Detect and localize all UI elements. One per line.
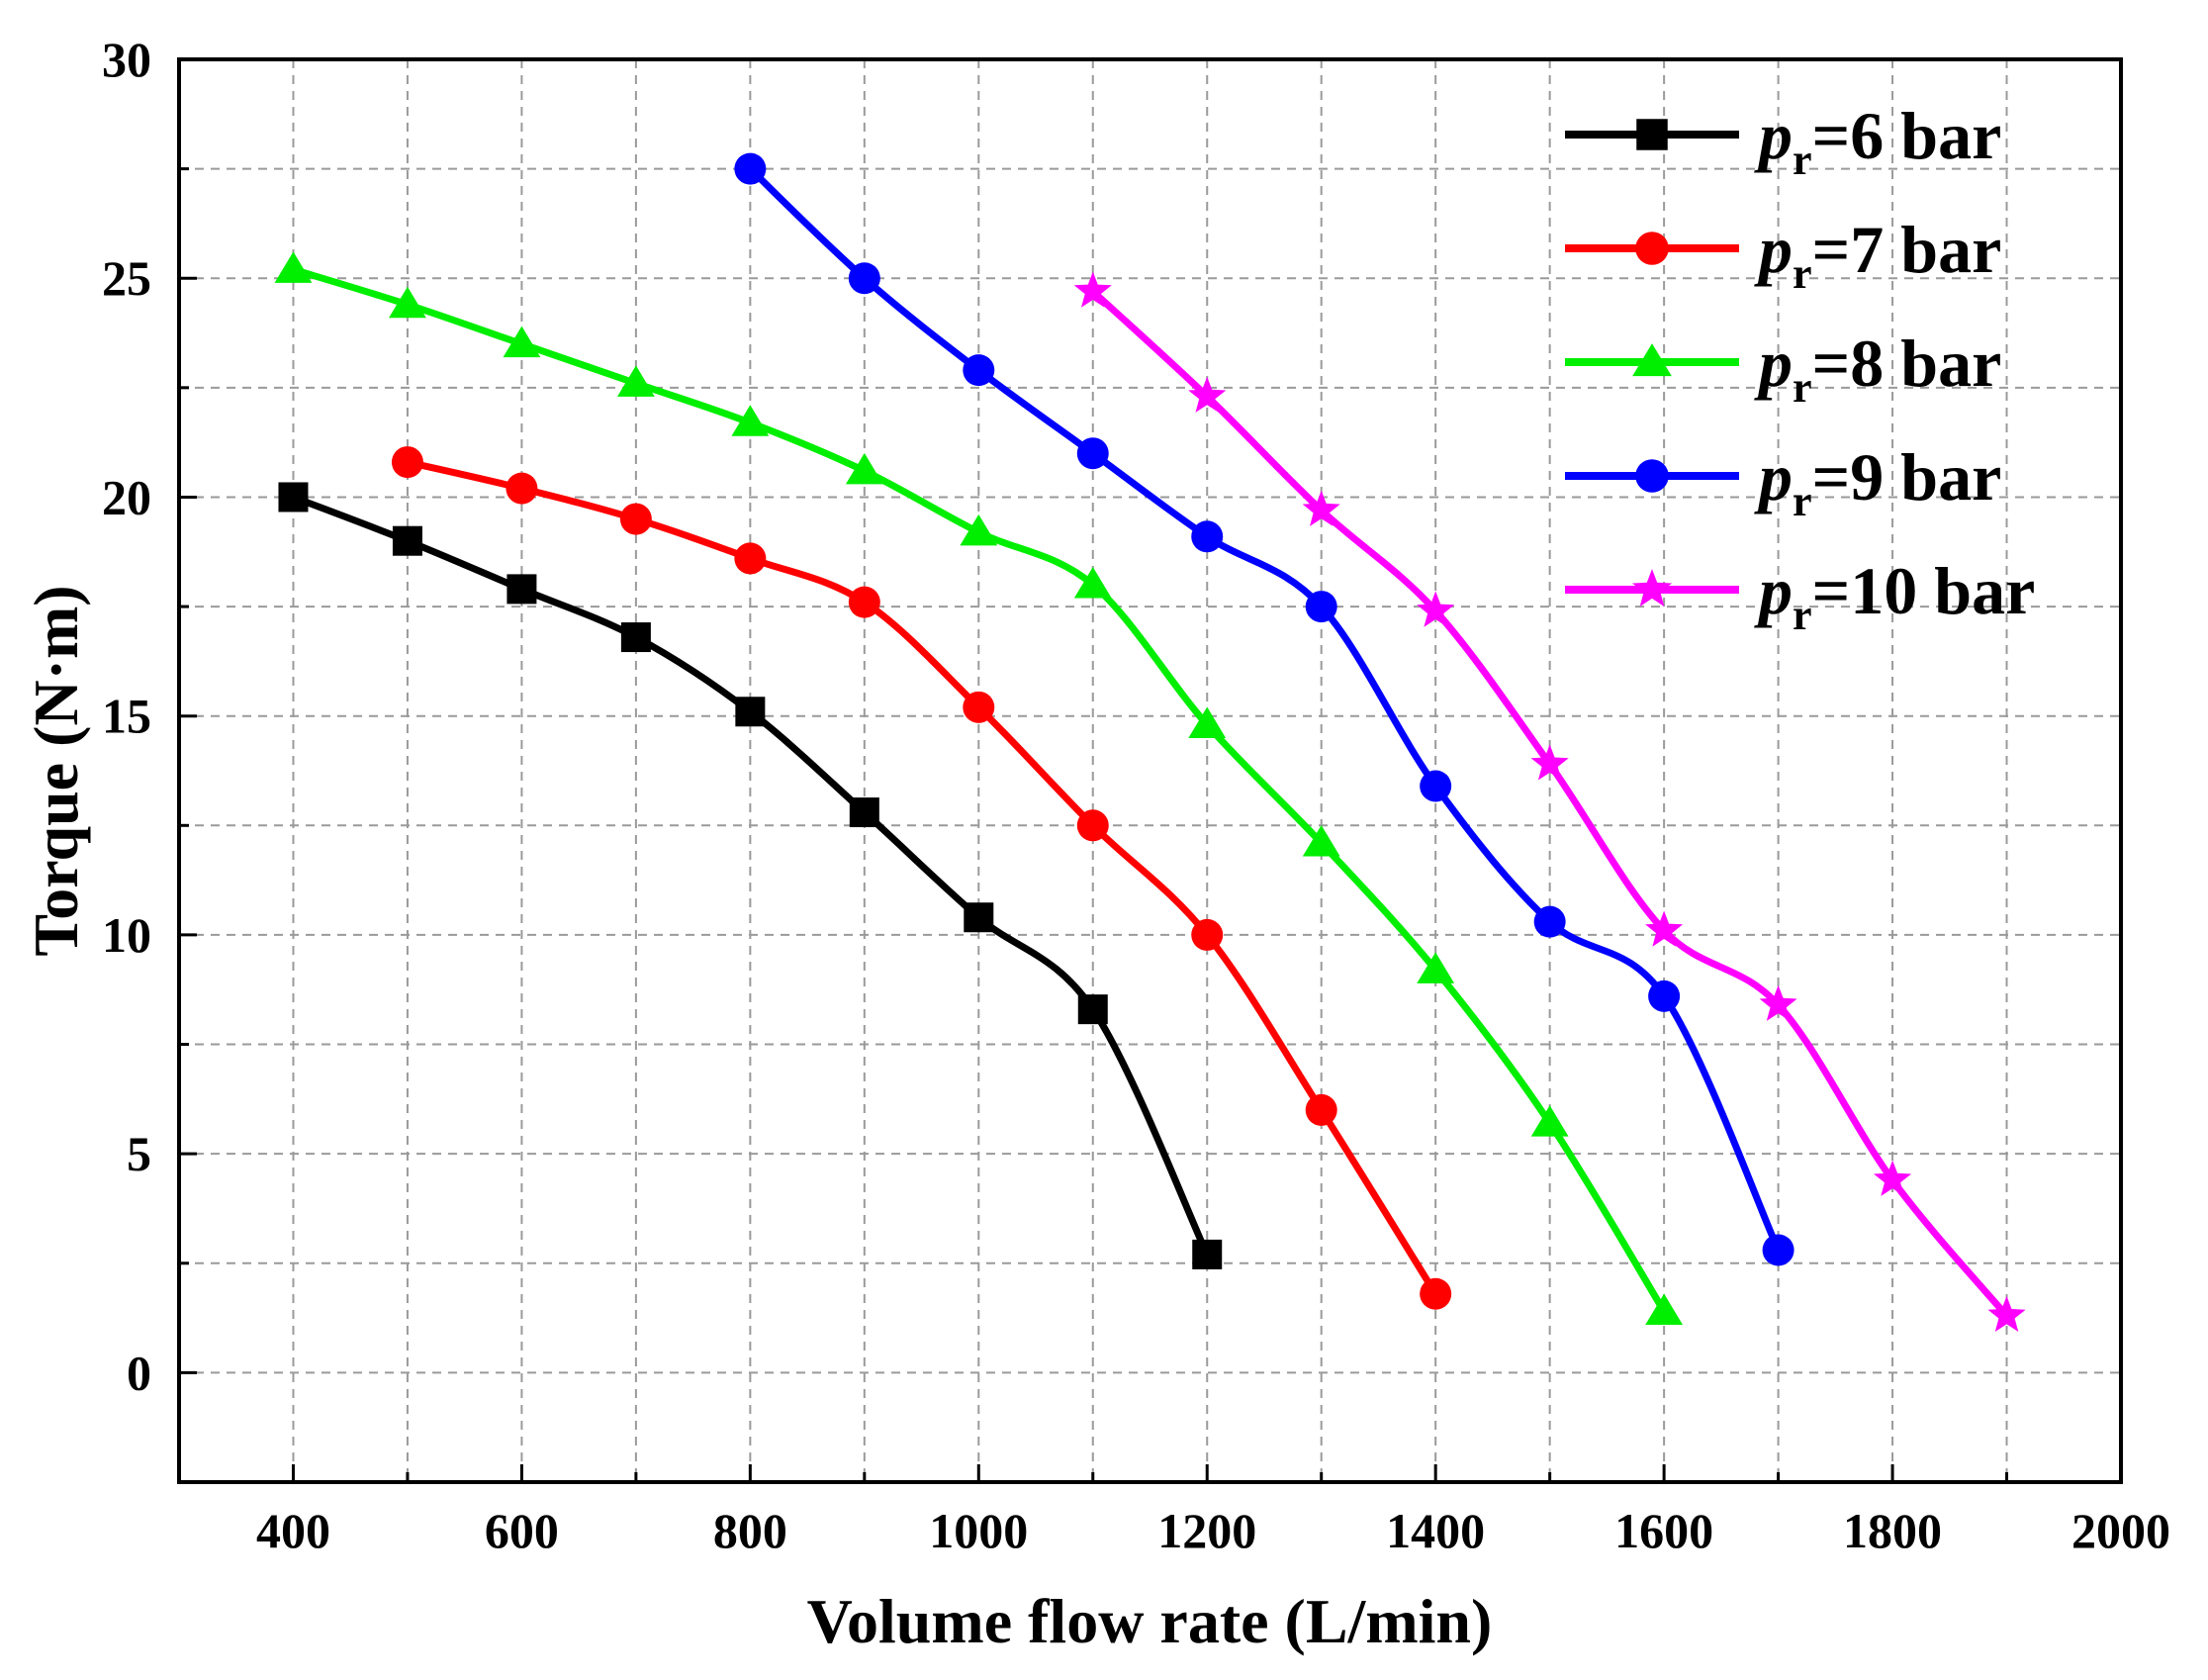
data-point — [1302, 490, 1340, 526]
data-point — [506, 574, 537, 605]
grid — [179, 59, 2121, 1482]
plot-frame — [177, 57, 2123, 1484]
data-point — [960, 513, 998, 546]
legend-marker — [1635, 232, 1669, 265]
data-point — [845, 452, 883, 485]
legend-item: pr=7 bar — [1565, 212, 2001, 298]
legend-label: pr=8 bar — [1754, 326, 2001, 412]
axis-ticks — [179, 57, 2123, 1482]
data-point — [619, 503, 652, 535]
legend-item: pr=6 bar — [1565, 98, 2001, 184]
y-axis-title: Torque (N·m) — [21, 585, 91, 956]
data-point — [1076, 437, 1109, 470]
data-point — [620, 622, 651, 653]
data-point — [389, 286, 426, 319]
x-tick-label: 2000 — [2071, 1503, 2170, 1558]
data-point — [1191, 520, 1224, 553]
tick-labels: 400 600 800 1000 1200 1400 1600 1800 2000 0 5 10 15 2… — [102, 32, 2170, 1558]
data-point — [848, 586, 880, 618]
series-group — [391, 446, 1452, 1310]
legend-marker — [1635, 459, 1669, 493]
y-tick-label: 5 — [127, 1126, 151, 1181]
data-point — [1073, 566, 1112, 599]
series-group — [1073, 271, 2026, 1332]
data-point — [616, 365, 655, 397]
legend-marker — [1636, 119, 1668, 150]
data-point — [1302, 825, 1340, 857]
data-point — [1648, 980, 1681, 1012]
x-tick-label: 1400 — [1386, 1503, 1485, 1558]
data-point — [392, 525, 422, 556]
data-point — [1420, 1277, 1452, 1310]
legend-label: pr=7 bar — [1754, 212, 2001, 298]
x-tick-label: 1800 — [1843, 1503, 1942, 1558]
data-point — [1530, 744, 1569, 781]
data-point — [731, 405, 770, 436]
data-point — [849, 797, 879, 828]
y-tick-label: 30 — [102, 32, 151, 87]
data-point — [1305, 591, 1337, 623]
data-point — [1762, 1234, 1794, 1266]
data-point — [1191, 918, 1224, 951]
series-line — [404, 458, 1439, 1298]
data-point — [278, 482, 309, 513]
series-line — [289, 265, 1668, 1315]
legend-label: pr=9 bar — [1754, 439, 2001, 525]
data-point — [1759, 984, 1797, 1021]
y-tick-label: 15 — [102, 689, 151, 744]
data-point — [503, 326, 541, 358]
x-tick-label: 1600 — [1614, 1503, 1713, 1558]
data-point — [963, 691, 995, 723]
legend-item: pr=9 bar — [1565, 439, 2001, 525]
data-point — [1076, 809, 1109, 842]
data-point — [1874, 1160, 1912, 1196]
data-point — [1530, 1105, 1569, 1137]
data-point — [1420, 770, 1452, 802]
y-tick-label: 10 — [102, 907, 151, 963]
legend: pr=6 bar pr=7 bar pr=8 bar pr=9 bar pr=10 ba… — [1565, 98, 2035, 639]
data-point — [734, 152, 767, 185]
legend-item: pr=8 bar — [1565, 326, 2001, 412]
data-point — [1192, 1239, 1223, 1269]
series-group — [278, 482, 1223, 1269]
data-point — [1417, 952, 1455, 983]
data-point — [1188, 706, 1227, 739]
x-tick-label: 1200 — [1157, 1503, 1256, 1558]
data-point — [274, 251, 313, 283]
series-lines — [274, 152, 2026, 1332]
data-point — [1305, 1093, 1337, 1126]
data-point — [1533, 905, 1566, 938]
data-point — [1417, 591, 1455, 627]
x-tick-label: 1000 — [929, 1503, 1028, 1558]
series-group — [734, 152, 1794, 1266]
y-tick-label: 0 — [127, 1345, 151, 1400]
data-point — [1645, 910, 1684, 947]
data-point — [1188, 376, 1227, 413]
data-point — [734, 542, 767, 575]
legend-label: pr=6 bar — [1754, 98, 2001, 184]
legend-marker — [1632, 569, 1672, 607]
legend-label: pr=10 bar — [1754, 553, 2035, 639]
data-point — [735, 697, 766, 727]
x-tick-label: 800 — [713, 1503, 787, 1558]
x-tick-label: 400 — [256, 1503, 330, 1558]
data-point — [1077, 994, 1108, 1025]
legend-marker — [1632, 343, 1672, 377]
y-tick-label: 20 — [102, 469, 151, 524]
series-line — [746, 165, 1783, 1254]
legend-item: pr=10 bar — [1565, 553, 2035, 639]
data-point — [963, 354, 995, 387]
x-tick-label: 600 — [485, 1503, 559, 1558]
data-point — [391, 446, 423, 479]
x-axis-title: Volume flow rate (L/min) — [807, 1586, 1493, 1656]
data-point — [1645, 1293, 1684, 1325]
data-point — [848, 262, 880, 295]
data-point — [1073, 271, 1112, 308]
y-tick-label: 25 — [102, 250, 151, 306]
data-point — [964, 902, 994, 933]
data-point — [506, 472, 538, 505]
data-point — [1987, 1295, 2026, 1332]
series-group — [274, 251, 1684, 1325]
